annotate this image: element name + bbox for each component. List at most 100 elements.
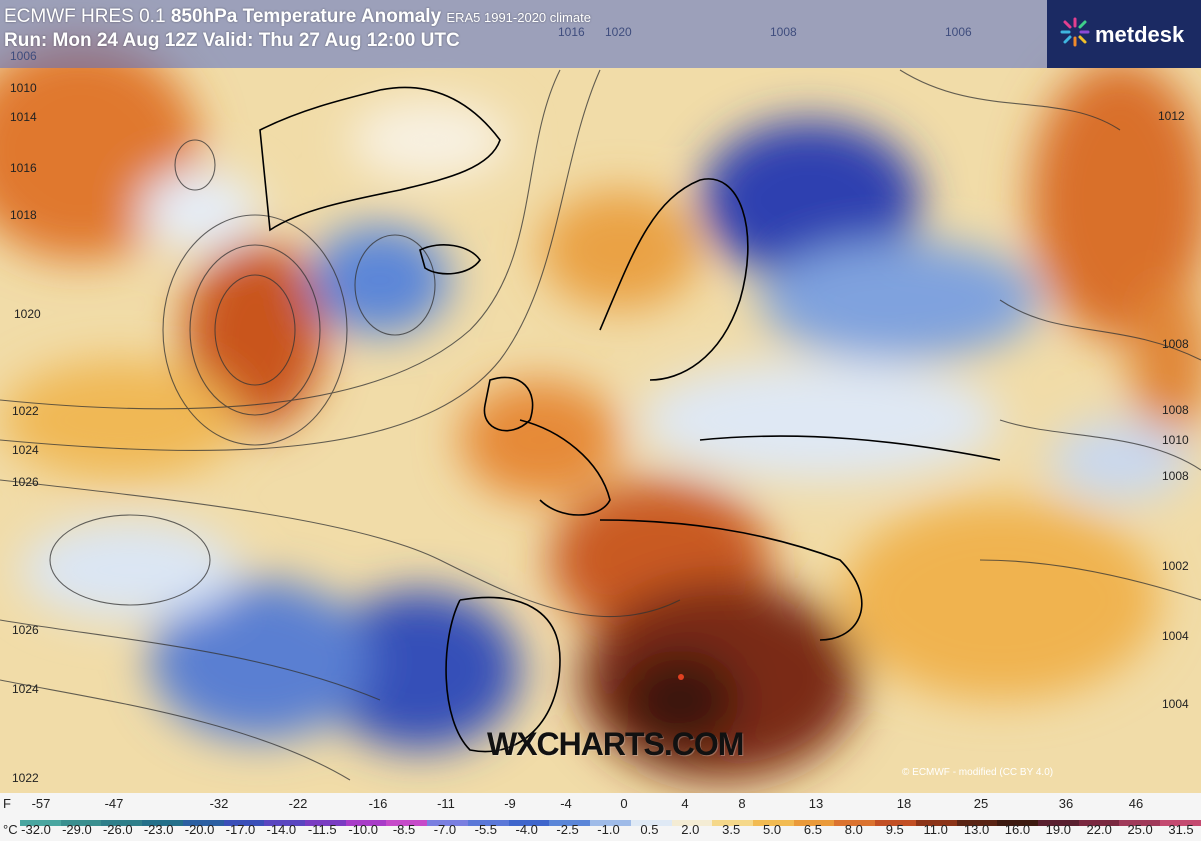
celsius-tick: 5.0 (763, 822, 782, 837)
celsius-tick: 22.0 (1086, 822, 1112, 837)
svg-text:1010: 1010 (1162, 433, 1189, 447)
fahrenheit-unit: F (3, 796, 11, 811)
svg-text:1024: 1024 (12, 682, 39, 696)
model-name: ECMWF HRES 0.1 (4, 6, 166, 27)
color-swatch (345, 820, 387, 826)
climate-reference: ERA5 1991-2020 climate (446, 10, 591, 25)
fahrenheit-tick: -57 (31, 796, 51, 811)
color-bar (20, 813, 1201, 826)
color-swatch (1119, 820, 1161, 826)
celsius-tick: -26.0 (102, 822, 133, 837)
celsius-tick: -1.0 (597, 822, 620, 837)
color-swatch (956, 820, 998, 826)
celsius-tick: -2.5 (556, 822, 579, 837)
fahrenheit-tick: -47 (104, 796, 124, 811)
chart-header: ECMWF HRES 0.1 850hPa Temperature Anomal… (0, 0, 1201, 68)
celsius-tick: -7.0 (433, 822, 457, 837)
celsius-tick: -14.0 (266, 822, 297, 837)
color-swatch (182, 820, 224, 826)
data-credit: © ECMWF - modified (CC BY 4.0) (902, 767, 1054, 778)
svg-text:1026: 1026 (12, 623, 39, 637)
coastlines (259, 86, 1001, 753)
svg-text:1016: 1016 (10, 161, 37, 175)
fahrenheit-tick: -16 (368, 796, 388, 811)
fahrenheit-tick: -11 (437, 796, 455, 811)
celsius-tick: 19.0 (1045, 822, 1071, 837)
color-swatch (793, 820, 835, 826)
color-swatch (142, 820, 183, 826)
fahrenheit-tick: -4 (560, 796, 572, 811)
celsius-tick: -8.5 (392, 822, 416, 837)
color-swatch (590, 820, 631, 826)
fahrenheit-tick: 4 (681, 796, 689, 811)
color-swatch (997, 820, 1038, 826)
fahrenheit-tick: 36 (1058, 796, 1074, 811)
color-swatch (549, 820, 591, 826)
celsius-tick: -20.0 (184, 822, 215, 837)
variable-name: 850hPa Temperature Anomaly (170, 6, 442, 27)
fahrenheit-tick: 13 (808, 796, 824, 811)
color-scale-legend: F -57 -47 -32 -22 -16 -11 -9 -4 0 4 8 13 18 25 36 46 °C… (0, 793, 1201, 841)
color-swatch (427, 820, 468, 826)
color-swatch (1160, 820, 1201, 826)
celsius-tick: -17.0 (225, 822, 256, 837)
celsius-tick: -10.0 (348, 822, 378, 837)
svg-text:1008: 1008 (1162, 337, 1189, 351)
celsius-tick: -29.0 (62, 822, 92, 837)
celsius-tick: 8.0 (844, 822, 863, 837)
color-swatch (1037, 820, 1079, 826)
fahrenheit-tick: -32 (209, 796, 229, 811)
watermark: WXCHARTS.COM (487, 726, 744, 762)
color-swatch (671, 820, 713, 826)
sparkle-icon (1060, 17, 1090, 47)
run-valid-time: Run: Mon 24 Aug 12Z Valid: Thu 27 Aug 12… (4, 30, 460, 51)
celsius-tick: 16.0 (1004, 822, 1031, 837)
svg-text:1010: 1010 (10, 81, 37, 95)
chart-title: ECMWF HRES 0.1 850hPa Temperature Anomal… (4, 6, 591, 28)
svg-text:1002: 1002 (1162, 559, 1189, 573)
celsius-tick: 6.5 (803, 822, 822, 837)
fahrenheit-tick: 18 (896, 796, 912, 811)
location-marker (678, 674, 684, 680)
metdesk-logo[interactable]: metdesk (1047, 0, 1201, 68)
fahrenheit-tick: 0 (620, 796, 628, 811)
color-swatch (264, 820, 306, 826)
celsius-tick: -4.0 (515, 822, 538, 837)
color-swatch (20, 820, 61, 826)
svg-text:1008: 1008 (1162, 403, 1189, 417)
fahrenheit-tick: 25 (973, 796, 989, 811)
color-swatch (223, 820, 265, 826)
color-swatch (1078, 820, 1120, 826)
celsius-tick: 25.0 (1127, 822, 1153, 837)
celsius-tick: -5.5 (474, 822, 498, 837)
svg-text:1018: 1018 (10, 208, 37, 222)
svg-text:1008: 1008 (1162, 469, 1189, 483)
color-swatch (386, 820, 428, 826)
color-swatch (834, 820, 876, 826)
celsius-tick: 3.5 (722, 822, 741, 837)
logo-text: metdesk (1095, 22, 1185, 47)
color-swatch (467, 820, 509, 826)
svg-text:1022: 1022 (12, 404, 39, 418)
fahrenheit-tick: 8 (738, 796, 746, 811)
color-swatch (60, 820, 102, 826)
celsius-tick: 9.5 (885, 822, 904, 837)
svg-text:1004: 1004 (1162, 697, 1189, 711)
svg-text:1014: 1014 (10, 110, 37, 124)
svg-text:1022: 1022 (12, 771, 39, 785)
celsius-tick: 2.0 (681, 822, 700, 837)
celsius-tick: 0.5 (640, 822, 659, 837)
fahrenheit-tick: 46 (1128, 796, 1144, 811)
color-swatch (712, 820, 753, 826)
color-swatch (101, 820, 143, 826)
celsius-tick: 11.0 (923, 822, 948, 837)
color-swatch (915, 820, 957, 826)
isobar-contours (0, 69, 1201, 781)
celsius-tick: -11.5 (307, 822, 337, 837)
color-swatch (630, 820, 672, 826)
anomaly-shading (0, 40, 1201, 780)
color-swatch (305, 820, 346, 826)
svg-text:1024: 1024 (12, 443, 39, 457)
color-swatch (508, 820, 550, 826)
